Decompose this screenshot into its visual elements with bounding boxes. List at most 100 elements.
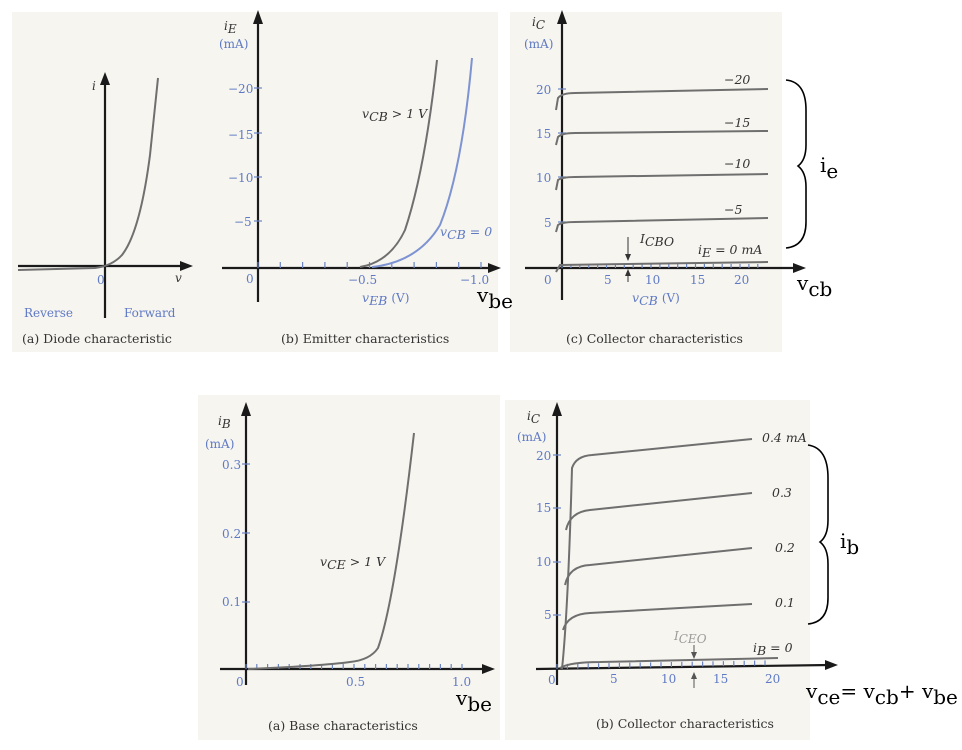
ccb-xtick-15: 15 [690,273,705,287]
collector-cb-panel-bg [510,12,782,352]
brace-ie [785,79,807,249]
cce-caption: (b) Collector characteristics [596,716,774,731]
cce-y-label: iC [527,409,540,426]
ccb-curve-ie-20 [555,88,769,111]
collector-ce-chart: iC (mA) 20 15 10 5 0 5 10 15 20 0.4 mA 0… [517,402,838,731]
cce-iceo-label: ICEO [673,629,707,646]
emitter-ticks [254,87,482,268]
diode-reverse-label: Reverse [24,306,73,320]
cce-curve-ib-0 [559,657,779,669]
cce-ytick-20: 20 [536,449,551,463]
diode-y-var: i [92,79,96,93]
base-origin: 0 [236,675,244,689]
ccb-curve-ie-15 [555,130,769,146]
ccb-xtick-5: 5 [604,273,612,287]
emitter-curve-vcb-gt1 [359,59,438,268]
cce-xtick-5: 5 [610,672,618,686]
emitter-xtick-10: −1.0 [460,273,489,287]
cce-label-03: 0.3 [772,485,792,500]
emitter-ytick-15: −15 [228,128,253,142]
emitter-x-label: vEB (V) [362,290,409,308]
cce-ytick-15: 15 [536,501,551,515]
cce-ytick-10: 10 [536,555,551,569]
cce-label-01: 0.1 [775,595,795,610]
base-ann: vCE > 1 V [320,554,387,572]
ccb-x-arrow [793,263,806,273]
emitter-ann-dark: vCB > 1 V [362,106,429,124]
cce-curve-ib-01 [562,603,753,631]
collector-ce-panel-bg [505,400,810,740]
cce-xtick-10: 10 [661,672,676,686]
cce-curve-ib-02 [564,547,753,586]
cce-xtick-20: 20 [765,672,780,686]
base-caption: (a) Base characteristics [268,718,418,733]
emitter-origin: 0 [246,272,254,286]
emitter-ytick-5: −5 [234,215,252,229]
base-y-unit: (mA) [205,437,234,451]
cce-iceo-arrowhead-top [691,652,697,659]
ccb-x-label: vCB (V) [632,290,680,308]
base-y-arrow [241,402,251,416]
ccb-label-15: −15 [724,115,750,130]
base-chart: iB (mA) 0.3 0.2 0.1 0 0.5 1.0 vCE > 1 V … [205,402,495,733]
ccb-curve-ie-0 [555,261,769,273]
collector-cb-chart: iC (mA) 20 15 10 5 0 5 10 15 20 vCB (V) −… [524,10,806,346]
diode-x-arrow [180,261,193,271]
cce-ticks [553,454,766,669]
diode-chart: i v 0 Reverse Forward (a) Diode characte… [17,72,193,346]
emitter-y-arrow [253,10,263,24]
emitter-xtick-05: −0.5 [348,273,377,287]
emitter-chart: −20 −15 −10 −5 0 −0.5 −1.0 iE (mA) vEB (V… [219,10,501,346]
base-x-arrow [482,664,495,674]
cce-curve-ib-04 [561,438,753,670]
base-ytick-02: 0.2 [222,527,241,541]
ccb-y-label: iC [532,15,545,32]
diode-caption: (a) Diode characteristic [22,331,172,346]
cce-y-unit: (mA) [517,430,546,444]
ccb-icbo-label: ICBO [639,231,674,249]
ccb-label-5: −5 [724,202,742,217]
ccb-label-ie0: iE = 0 mA [698,242,762,260]
ccb-caption: (c) Collector characteristics [566,331,743,346]
ccb-y-arrow [557,10,567,24]
cce-xtick-15: 15 [713,672,728,686]
ccb-ytick-5: 5 [544,216,552,230]
emitter-x-arrow [488,263,501,273]
diode-x-var: v [175,271,182,285]
brace-ib-label: ib [840,529,859,559]
cce-x-arrow [825,660,838,670]
cce-x-axis [535,663,831,671]
ccb-label-10: −10 [724,156,750,171]
base-xtick-10: 1.0 [452,675,471,689]
ccb-curve-ie-10 [555,173,769,191]
cce-ytick-5: 5 [544,608,552,622]
emitter-panel-bg [198,12,498,352]
brace-ib [807,444,829,625]
ccb-y-unit: (mA) [524,37,553,51]
ccb-ytick-20: 20 [536,83,551,97]
emitter-ytick-20: −20 [228,82,253,96]
cce-curve-ib-03 [565,492,753,531]
cce-label-02: 0.2 [775,540,795,555]
ccb-xtick-20: 20 [734,273,749,287]
emitter-caption: (b) Emitter characteristics [281,331,449,346]
handwritten-vcb: vcb [796,271,832,301]
base-panel-bg [198,395,500,740]
ccb-ytick-10: 10 [536,171,551,185]
ccb-icbo-arrowhead-top [625,254,631,261]
handwritten-vce-equation: vce= vcb+ vbe [805,679,958,709]
emitter-ann-blue: vCB = 0 [440,224,492,242]
base-ytick-03: 0.3 [222,458,241,472]
ccb-label-20: −20 [724,72,750,87]
diode-y-arrow [100,72,110,85]
diode-origin: 0 [97,273,105,287]
handwritten-vbe-top: vbe [476,283,513,313]
emitter-ytick-10: −10 [228,171,253,185]
brace-ie-label: ie [820,153,838,183]
ccb-icbo-arrowhead-bottom [625,269,631,276]
ccb-xtick-10: 10 [645,273,660,287]
emitter-curve-vcb-0 [371,57,473,268]
diode-curve [17,77,159,271]
cce-iceo-arrowhead-bottom [691,672,697,679]
